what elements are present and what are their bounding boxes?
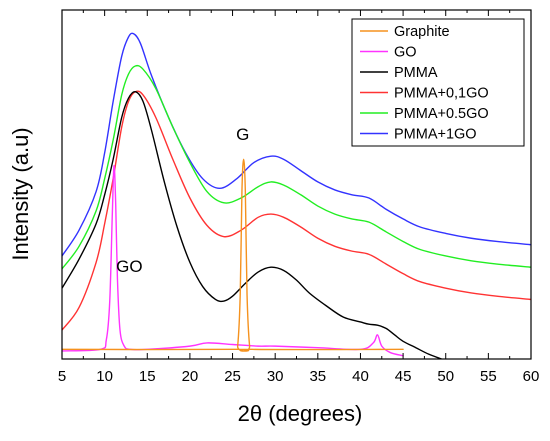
legend-label-pmma-0-5go: PMMA+0.5GO xyxy=(394,106,489,122)
x-axis-title: 2θ (degrees) xyxy=(238,401,363,426)
x-tick-label: 25 xyxy=(224,368,241,385)
legend-label-graphite: Graphite xyxy=(394,24,450,40)
y-axis-title: Intensity (a.u) xyxy=(8,127,33,260)
x-tick-label: 5 xyxy=(58,368,66,385)
series-line-pmma-0-1go xyxy=(62,90,531,331)
x-tick-label: 30 xyxy=(267,368,284,385)
x-tick-label: 35 xyxy=(309,368,326,385)
x-tick-label: 55 xyxy=(480,368,497,385)
x-tick-label: 50 xyxy=(437,368,454,385)
series-line-graphite xyxy=(62,158,404,352)
legend: Graphite GO PMMA PMMA+0,1GO PMMA+0.5GO PMMA+1… xyxy=(351,18,525,147)
axes-layer: 5 10 15 20 25 30 35 40 45 50 55 60 xyxy=(58,9,540,385)
series-layer xyxy=(62,32,531,359)
peak-annotation-go: GO xyxy=(116,257,142,276)
x-tick-label: 15 xyxy=(139,368,156,385)
x-tick-label: 45 xyxy=(395,368,412,385)
x-tick-label: 10 xyxy=(96,368,113,385)
series-line-pmma-0-5go xyxy=(62,64,531,270)
legend-label-go: GO xyxy=(394,45,417,61)
annotation-layer: G GO xyxy=(116,125,249,276)
series-line-pmma-1go xyxy=(62,32,531,257)
legend-box xyxy=(351,18,525,147)
legend-label-pmma-0-1go: PMMA+0,1GO xyxy=(394,86,489,102)
peak-annotation-g: G xyxy=(236,125,249,144)
x-tick-label: 40 xyxy=(352,368,369,385)
x-tick-label: 60 xyxy=(523,368,540,385)
legend-label-pmma: PMMA xyxy=(394,65,438,81)
legend-label-pmma-1go: PMMA+1GO xyxy=(394,127,477,143)
x-tick-label: 20 xyxy=(182,368,199,385)
series-line-go xyxy=(62,165,404,357)
series-line-pmma xyxy=(62,90,443,359)
